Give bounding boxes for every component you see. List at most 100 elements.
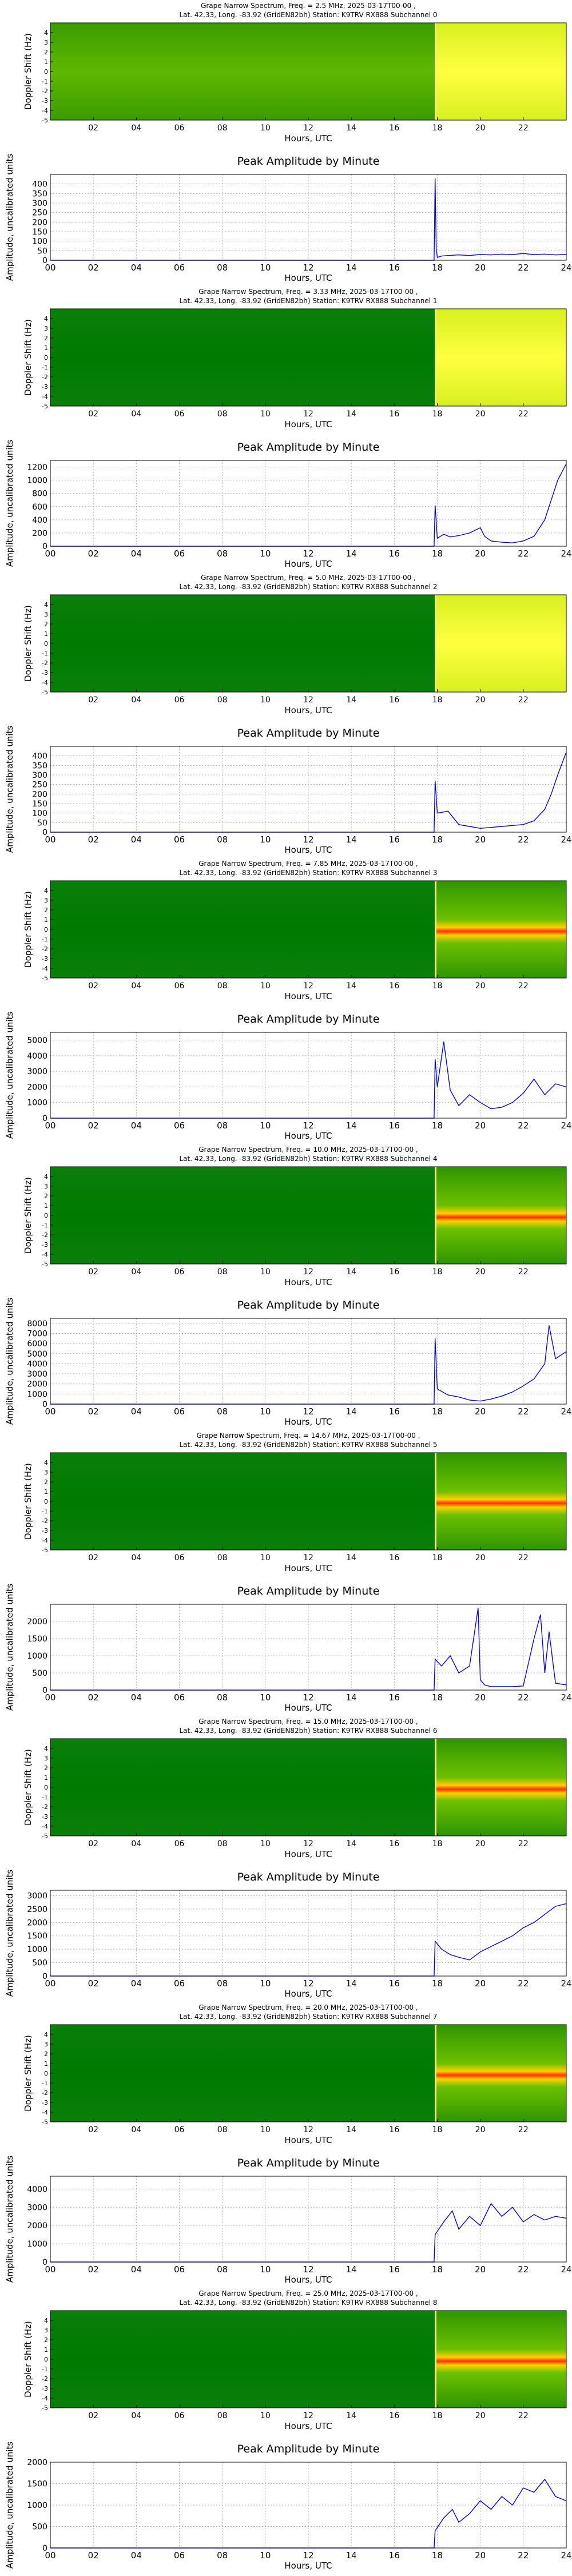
y-axis-label: Doppler Shift (Hz) [23, 891, 33, 968]
spectrogram-panel: Grape Narrow Spectrum, Freq. = 7.85 MHz,… [23, 860, 567, 1001]
y-tick-label: -4 [42, 2109, 48, 2116]
y-tick-label: 3000 [27, 1891, 47, 1901]
y-axis-label: Doppler Shift (Hz) [23, 605, 33, 682]
amplitude-frame [50, 174, 567, 261]
x-tick-label: 12 [303, 1267, 313, 1277]
amplitude-title: Peak Amplitude by Minute [237, 2157, 380, 2169]
amplitude-frame [50, 1890, 567, 1977]
x-tick-label: 22 [518, 548, 529, 559]
x-tick-label: 20 [475, 981, 486, 991]
x-tick-label: 06 [174, 263, 185, 273]
x-tick-label: 00 [45, 2264, 55, 2275]
y-tick-label: 200 [32, 529, 47, 538]
amplitude-panel: Peak Amplitude by Minute 00 02 04 06 08 10 12 14… [5, 154, 572, 283]
x-tick-label: 06 [174, 1267, 185, 1277]
x-tick-label: 14 [346, 263, 357, 273]
y-tick-label: 50 [37, 818, 47, 828]
y-tick-label: 0 [42, 542, 47, 551]
y-tick-label: 4000 [27, 1359, 47, 1369]
x-tick-label: 18 [432, 1839, 443, 1848]
x-tick-label: 22 [518, 263, 529, 273]
y-tick-label: -4 [42, 107, 48, 114]
y-tick-label: 2 [44, 2050, 48, 2058]
x-tick-label: 04 [131, 1267, 141, 1277]
amplitude-panel: Peak Amplitude by Minute 00 02 04 06 08 10 12 14… [5, 1870, 572, 1999]
x-tick-label: 16 [389, 1553, 399, 1563]
x-tick-label: 14 [346, 834, 357, 845]
amplitude-panel: Peak Amplitude by Minute 00 02 04 06 08 10 12 14… [5, 1012, 572, 1141]
x-tick-label: 20 [475, 548, 486, 559]
x-tick-label: 08 [217, 2411, 228, 2420]
y-tick-label: -2 [42, 659, 48, 667]
spectrogram-panel: Grape Narrow Spectrum, Freq. = 2.5 MHz, … [23, 2, 567, 144]
x-tick-label: 12 [303, 2125, 313, 2134]
y-tick-label: 2500 [27, 1905, 47, 1914]
y-tick-label: 1 [44, 916, 48, 924]
y-tick-label: 0 [44, 354, 48, 361]
x-tick-label: 14 [346, 1692, 357, 1703]
y-tick-label: 0 [42, 256, 47, 265]
spectrogram-region [435, 1167, 566, 1264]
x-tick-label: 08 [217, 1978, 228, 1989]
y-tick-label: -3 [42, 955, 48, 963]
x-tick-label: 00 [45, 1406, 55, 1417]
amplitude-frame [50, 2176, 567, 2263]
y-tick-label: -4 [42, 2395, 48, 2402]
x-tick-label: 22 [518, 2550, 529, 2561]
x-tick-label: 12 [303, 2550, 313, 2561]
y-axis-label: Amplitude, uncalibrated units [5, 1298, 15, 1425]
spectrogram-region [435, 595, 566, 692]
x-tick-label: 16 [389, 1120, 400, 1131]
y-tick-label: -1 [42, 1794, 48, 1801]
x-axis-label: Hours, UTC [284, 2421, 332, 2431]
y-tick-label: 1000 [27, 2240, 47, 2249]
y-axis-label: Doppler Shift (Hz) [23, 1463, 33, 1540]
spectrogram-panel: Grape Narrow Spectrum, Freq. = 10.0 MHz,… [23, 1146, 567, 1287]
x-tick-label: 20 [475, 1406, 486, 1417]
y-tick-label: 4 [44, 1459, 48, 1466]
x-tick-label: 24 [561, 1406, 571, 1417]
spectrogram-panel: Grape Narrow Spectrum, Freq. = 15.0 MHz,… [23, 1718, 567, 1859]
x-tick-label: 14 [346, 2550, 357, 2561]
x-tick-label: 02 [88, 263, 99, 273]
y-tick-label: 0 [42, 1400, 47, 1409]
y-tick-label: 100 [32, 809, 47, 818]
x-tick-label: 10 [260, 2550, 271, 2561]
spectrogram-title-line1: Grape Narrow Spectrum, Freq. = 15.0 MHz,… [198, 1718, 418, 1726]
x-tick-label: 16 [389, 548, 400, 559]
y-tick-label: 1000 [27, 1652, 47, 1661]
spectrogram-title-line2: Lat. 42.33, Long. -83.92 (GridEN82bh) St… [179, 297, 437, 305]
y-tick-label: 2000 [27, 1083, 47, 1092]
x-tick-label: 22 [518, 124, 529, 133]
y-tick-label: 1200 [27, 463, 47, 472]
x-tick-label: 12 [303, 2411, 313, 2420]
x-tick-label: 14 [346, 2125, 356, 2134]
x-axis-label: Hours, UTC [284, 2275, 332, 2285]
amplitude-series-line [50, 2203, 567, 2263]
y-tick-label: 4000 [27, 2185, 47, 2194]
spectrogram-title-line2: Lat. 42.33, Long. -83.92 (GridEN82bh) St… [179, 1155, 437, 1163]
x-tick-label: 00 [45, 834, 55, 845]
spectrogram-region [50, 2311, 435, 2408]
y-tick-label: 4 [44, 601, 48, 609]
y-tick-label: -3 [42, 383, 48, 391]
amplitude-series-line [50, 463, 567, 547]
x-tick-label: 12 [303, 834, 313, 845]
y-tick-label: 2 [44, 1478, 48, 1486]
x-tick-label: 14 [346, 981, 356, 991]
x-tick-label: 16 [389, 1406, 400, 1417]
amplitude-frame [50, 2462, 567, 2549]
spectrogram-region [50, 23, 435, 120]
y-tick-label: 2000 [27, 1617, 47, 1627]
x-axis-label: Hours, UTC [284, 1703, 332, 1713]
x-tick-label: 08 [217, 1267, 228, 1277]
x-tick-label: 20 [475, 834, 486, 845]
x-tick-label: 02 [88, 2411, 98, 2420]
y-tick-label: 0 [44, 640, 48, 647]
x-tick-label: 06 [174, 695, 185, 705]
y-tick-label: 150 [32, 800, 47, 809]
x-axis-label: Hours, UTC [284, 1563, 332, 1573]
x-tick-label: 12 [303, 548, 313, 559]
x-tick-label: 10 [260, 548, 271, 559]
y-axis-label: Doppler Shift (Hz) [23, 1177, 33, 1254]
